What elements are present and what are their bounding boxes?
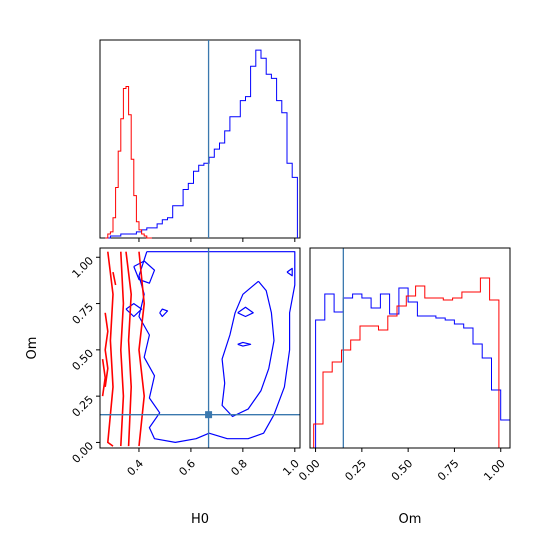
hist-Om-series-1 xyxy=(313,277,500,448)
contour-0-line-7 xyxy=(286,267,293,277)
contour-ytick-label-4: 1.00 xyxy=(70,254,97,281)
hist-Om-xlabel: Om xyxy=(399,512,422,527)
contour-ytick-label-1: 0.25 xyxy=(70,393,97,420)
contour-ytick-label-3: 0.75 xyxy=(70,300,97,327)
contour-1-line-2 xyxy=(125,251,132,447)
contour-truth-marker xyxy=(205,411,213,419)
contour-ytick-label-0: 0.00 xyxy=(70,439,97,466)
hist-H0-series-0 xyxy=(105,49,298,239)
contour-yticks: 0.00 0.25 0.50 0.75 1.00 xyxy=(70,254,100,466)
panel-hist-H0 xyxy=(99,39,301,242)
hist-H0-ticks xyxy=(138,238,296,242)
contour-xlabel: H0 xyxy=(191,512,209,527)
contour-series xyxy=(101,251,296,447)
contour-0-line-0 xyxy=(138,251,296,443)
contour-xticks: 0.4 0.6 0.8 1.0 xyxy=(125,448,302,478)
contour-1-line-1 xyxy=(120,251,125,447)
contour-frame xyxy=(99,247,301,449)
hist-Om-series-0 xyxy=(315,287,511,448)
contour-xtick-label-0: 0.4 xyxy=(125,457,147,479)
contour-xtick-label-1: 0.6 xyxy=(176,457,198,479)
contour-0-line-1 xyxy=(221,280,275,418)
contour-xtick-label-2: 0.8 xyxy=(228,457,250,479)
contour-1-line-6 xyxy=(112,271,117,286)
contour-0-line-4 xyxy=(133,260,156,284)
hist-Om-ticks: 0.00 0.25 0.50 0.75 1.00 xyxy=(296,448,508,483)
contour-1-line-5 xyxy=(101,358,106,397)
panel-hist-Om: 0.00 0.25 0.50 0.75 1.00 Om xyxy=(296,247,511,527)
contour-0-line-6 xyxy=(159,308,169,318)
contour-0-line-2 xyxy=(237,306,254,318)
contour-ylabel: Om xyxy=(25,337,40,360)
hist-Om-frame xyxy=(309,247,511,449)
contour-1-line-0 xyxy=(107,251,114,447)
hist-Om-xtick-label-4: 1.00 xyxy=(481,457,508,484)
contour-0-line-3 xyxy=(237,341,252,347)
hist-H0-frame xyxy=(99,39,301,239)
hist-Om-xtick-label-3: 0.75 xyxy=(435,457,462,484)
hist-H0-series xyxy=(105,49,298,239)
hist-H0-series-1 xyxy=(105,86,152,239)
contour-ytick-label-2: 0.50 xyxy=(70,347,97,374)
hist-Om-xtick-label-2: 0.50 xyxy=(389,457,416,484)
contour-1-line-4 xyxy=(104,312,109,388)
hist-Om-xtick-label-0: 0.00 xyxy=(296,457,323,484)
panel-contour-H0-Om: 0.4 0.6 0.8 1.0 0.000.250.500.751.00 H0 Om xyxy=(25,247,302,527)
contour-1-line-3 xyxy=(138,251,145,447)
hist-Om-xtick-label-1: 0.25 xyxy=(342,457,369,484)
